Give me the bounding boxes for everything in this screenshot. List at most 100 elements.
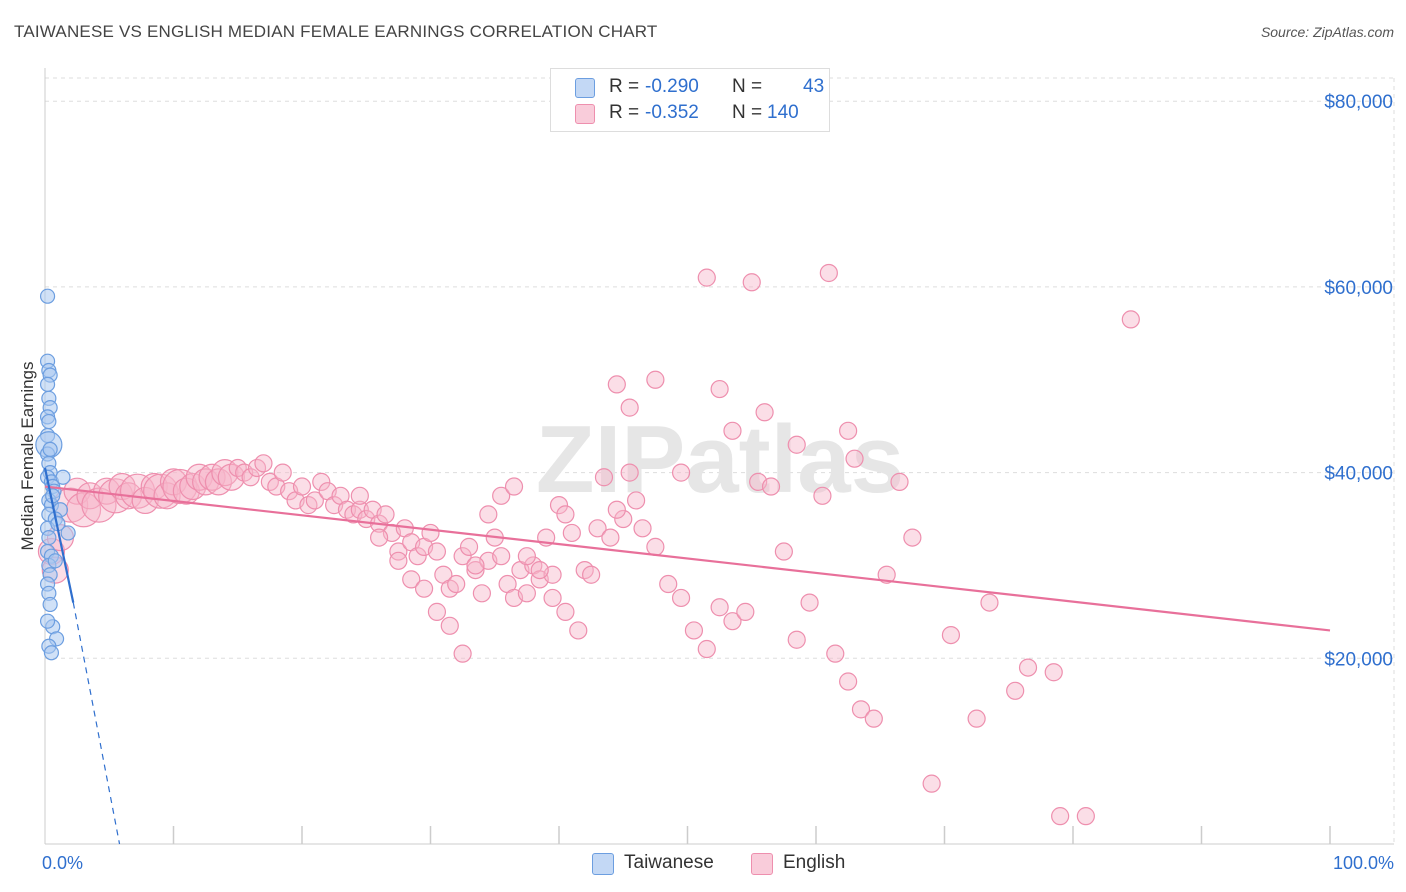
taiwanese-point	[41, 529, 57, 546]
english-point	[582, 565, 601, 584]
taiwanese-point	[47, 553, 63, 569]
taiwanese-legend-label: Taiwanese	[624, 852, 714, 873]
english-point	[851, 700, 871, 719]
y-tick-label: $60,000	[1324, 278, 1393, 299]
english-point	[453, 644, 472, 663]
english-point	[774, 542, 793, 561]
english-point	[562, 523, 581, 543]
english-point	[81, 487, 117, 523]
english-point	[761, 477, 781, 496]
english-point	[549, 496, 569, 515]
taiwanese-legend-swatch	[592, 853, 614, 875]
taiwanese-point	[39, 288, 56, 304]
english-point	[241, 468, 260, 487]
english-point	[620, 463, 639, 482]
english-point	[839, 421, 858, 440]
english-point	[402, 570, 421, 589]
y-tick-label: $80,000	[1324, 92, 1393, 113]
chart-source: Source: ZipAtlas.com	[1260, 24, 1394, 40]
english-point	[626, 491, 646, 510]
taiwanese-trend-line	[43, 467, 75, 603]
taiwanese-point	[43, 645, 60, 661]
english-point	[76, 482, 104, 510]
x-tick-label-max: 100.0%	[1333, 853, 1394, 873]
english-legend-label: English	[783, 852, 846, 873]
english-point	[710, 379, 729, 399]
english-point	[569, 621, 588, 640]
r-value: -0.352	[645, 102, 699, 123]
english-point	[671, 588, 691, 608]
english-point	[1006, 681, 1025, 700]
english-point	[292, 477, 312, 496]
taiwanese-point	[41, 413, 57, 430]
english-point	[517, 547, 536, 566]
english-point	[217, 463, 245, 491]
r-value: -0.290	[645, 76, 699, 97]
english-point	[787, 630, 806, 649]
english-point	[659, 574, 678, 594]
trend-lines	[43, 467, 1331, 845]
english-point	[839, 672, 858, 691]
english-point	[421, 523, 440, 543]
english-point	[517, 584, 536, 603]
english-trend-line	[44, 485, 1331, 632]
english-point	[350, 500, 369, 519]
english-point	[492, 486, 511, 505]
n-value: 140	[767, 102, 799, 123]
english-point	[312, 472, 331, 491]
chart-title: TAIWANESE VS ENGLISH MEDIAN FEMALE EARNI…	[14, 22, 658, 41]
english-point	[646, 370, 665, 389]
x-tick-label-min: 0.0%	[42, 853, 83, 873]
english-point	[414, 579, 434, 598]
english-series	[37, 263, 1140, 826]
taiwanese-point	[39, 376, 56, 392]
english-point	[472, 584, 491, 603]
english-point	[273, 463, 292, 482]
english-point	[504, 477, 524, 496]
taiwanese-trend-extension	[72, 602, 121, 845]
taiwanese-point	[39, 613, 56, 629]
taiwanese-point	[42, 441, 58, 457]
english-point	[492, 547, 511, 566]
english-point	[131, 486, 159, 515]
english-point	[903, 528, 922, 547]
english-point	[723, 612, 742, 631]
english-point	[601, 528, 620, 547]
english-point	[684, 621, 704, 640]
english-point	[736, 602, 755, 621]
english-point	[389, 542, 408, 561]
english-point	[370, 528, 389, 547]
english-point	[671, 463, 691, 482]
english-point	[967, 709, 986, 728]
taiwanese-point	[60, 525, 76, 541]
english-legend-swatch	[751, 853, 773, 875]
english-point	[607, 375, 626, 394]
english-point	[697, 268, 716, 287]
english-point	[845, 449, 864, 468]
english-point	[408, 547, 427, 566]
english-point	[543, 588, 562, 608]
english-point	[890, 472, 909, 491]
english-point	[941, 625, 961, 645]
english-point	[530, 560, 549, 580]
english-point	[1044, 663, 1063, 682]
english-point	[479, 505, 498, 524]
taiwanese-series	[35, 288, 76, 661]
english-point	[459, 537, 479, 556]
y-axis-label: Median Female Earnings	[18, 362, 37, 551]
english-point	[755, 403, 774, 422]
english-point	[466, 556, 485, 575]
english-point	[254, 454, 273, 473]
n-value: 43	[803, 76, 825, 97]
english-point	[427, 542, 447, 561]
n-label: N =	[732, 76, 763, 97]
english-point	[813, 486, 832, 505]
english-point	[614, 509, 633, 529]
english-point	[723, 421, 742, 440]
english-point	[389, 551, 408, 570]
english-point	[742, 273, 761, 292]
english-point	[607, 500, 626, 519]
english-point	[646, 537, 665, 556]
english-point	[1051, 807, 1070, 826]
